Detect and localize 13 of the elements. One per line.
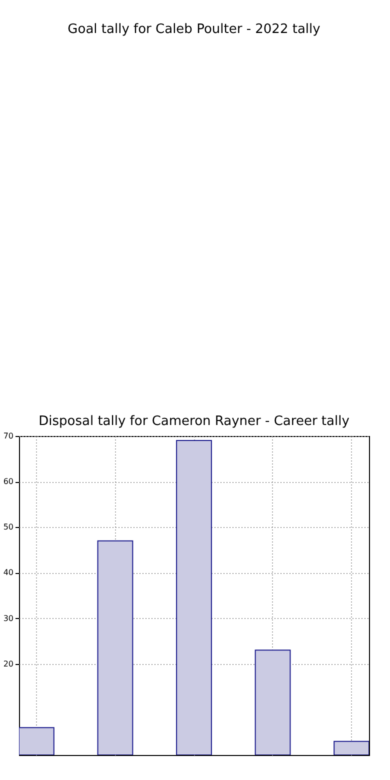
bar	[176, 440, 212, 755]
bar	[334, 740, 369, 755]
y-tick-label: 20	[3, 659, 14, 668]
bar	[254, 650, 291, 755]
y-tick-label: 70	[3, 432, 14, 440]
bar	[19, 727, 54, 755]
bar	[97, 540, 134, 755]
text: Goal tally for Caleb Poulter - 2022 tally	[68, 22, 321, 37]
y-tick-label: 30	[3, 614, 14, 623]
chart-title: Disposal tally for Cameron Rayner - Career tally	[38, 414, 350, 429]
y-tick-label: 60	[3, 477, 14, 486]
y-tick-label: 50	[3, 522, 14, 532]
y-tick-label: 40	[3, 568, 14, 578]
